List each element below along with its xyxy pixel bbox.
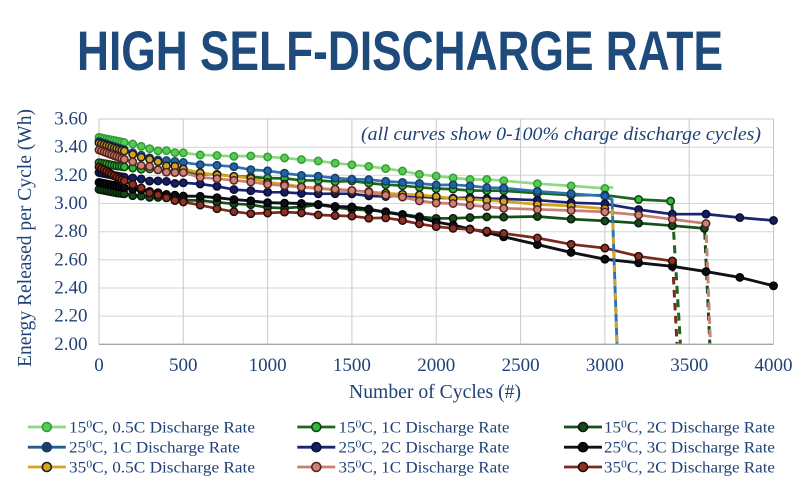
svg-text:150C, 1C Discharge Rate: 150C, 1C Discharge Rate bbox=[339, 419, 510, 437]
svg-text:150C, 2C Discharge Rate: 150C, 2C Discharge Rate bbox=[604, 419, 775, 437]
svg-text:500: 500 bbox=[169, 355, 198, 376]
svg-text:4000: 4000 bbox=[755, 355, 793, 376]
svg-text:0: 0 bbox=[94, 355, 104, 376]
svg-text:2.80: 2.80 bbox=[54, 221, 87, 242]
svg-text:Energy Released per Cycle (Wh): Energy Released per Cycle (Wh) bbox=[14, 109, 36, 367]
svg-text:2000: 2000 bbox=[417, 355, 455, 376]
svg-text:2.40: 2.40 bbox=[54, 278, 87, 299]
svg-text:1500: 1500 bbox=[333, 355, 371, 376]
svg-text:350C, 1C Discharge Rate: 350C, 1C Discharge Rate bbox=[339, 459, 510, 477]
svg-text:350C, 2C Discharge Rate: 350C, 2C Discharge Rate bbox=[604, 459, 775, 477]
svg-text:3.40: 3.40 bbox=[54, 137, 87, 158]
svg-text:3500: 3500 bbox=[670, 355, 708, 376]
svg-text:3.00: 3.00 bbox=[54, 193, 87, 214]
svg-text:150C, 0.5C Discharge Rate: 150C, 0.5C Discharge Rate bbox=[69, 419, 255, 437]
svg-text:HIGH SELF-DISCHARGE RATE: HIGH SELF-DISCHARGE RATE bbox=[77, 19, 723, 82]
svg-text:3000: 3000 bbox=[586, 355, 624, 376]
svg-text:(all curves show 0-100% charge: (all curves show 0-100% charge discharge… bbox=[361, 124, 761, 145]
svg-text:3.60: 3.60 bbox=[54, 109, 87, 130]
svg-text:350C, 0.5C Discharge Rate: 350C, 0.5C Discharge Rate bbox=[69, 459, 255, 477]
svg-text:1000: 1000 bbox=[249, 355, 287, 376]
svg-text:2.60: 2.60 bbox=[54, 249, 87, 270]
svg-text:2.00: 2.00 bbox=[54, 334, 87, 355]
svg-text:250C, 2C Discharge Rate: 250C, 2C Discharge Rate bbox=[339, 439, 510, 457]
svg-text:Number of Cycles (#): Number of Cycles (#) bbox=[349, 381, 521, 403]
svg-text:250C, 3C Discharge Rate: 250C, 3C Discharge Rate bbox=[604, 439, 775, 457]
svg-text:3.20: 3.20 bbox=[54, 165, 87, 186]
svg-text:250C, 1C Discharge Rate: 250C, 1C Discharge Rate bbox=[69, 439, 240, 457]
svg-text:2500: 2500 bbox=[502, 355, 540, 376]
svg-text:2.20: 2.20 bbox=[54, 306, 87, 327]
